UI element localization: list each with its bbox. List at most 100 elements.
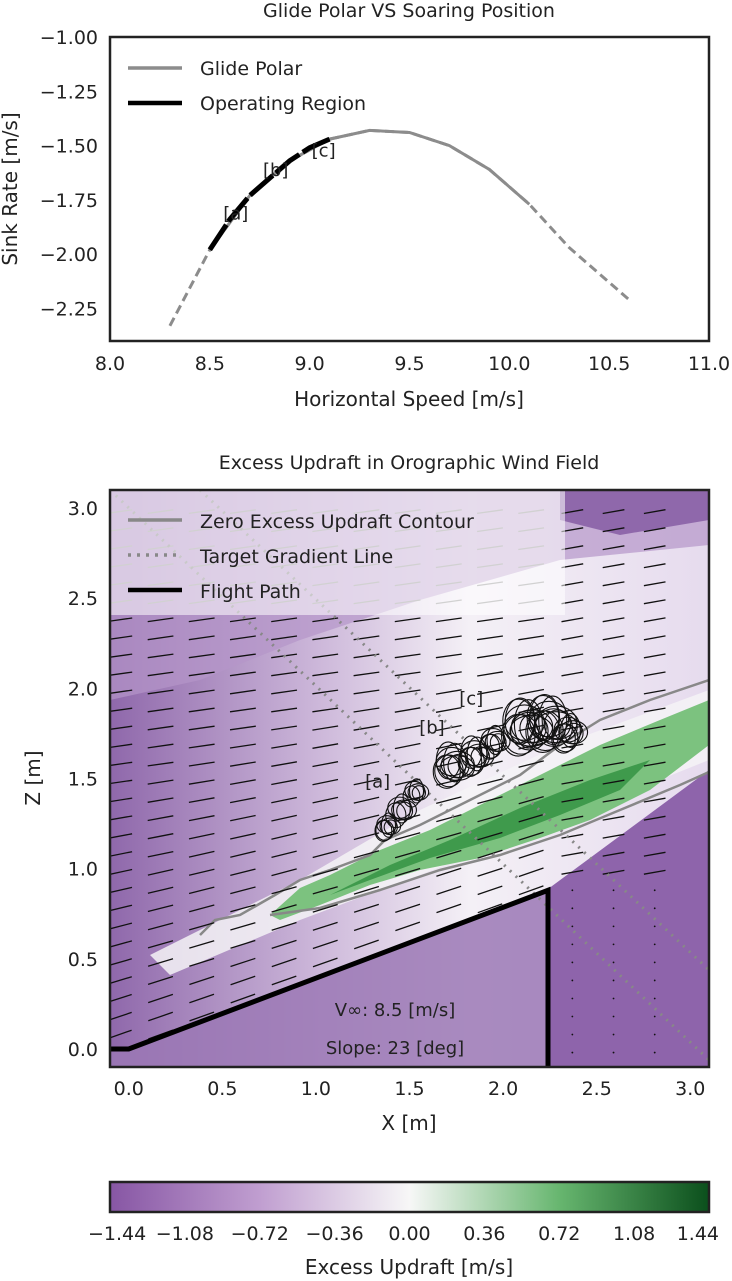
wind-dash bbox=[643, 581, 666, 587]
wind-dash bbox=[312, 761, 339, 768]
colorbar-tick-label: 0.36 bbox=[463, 1223, 505, 1245]
wind-dot bbox=[571, 961, 574, 964]
wind-dash bbox=[561, 833, 584, 839]
colorbar-tick-label: −1.44 bbox=[88, 1223, 146, 1245]
wind-dash bbox=[189, 922, 215, 931]
wind-dash bbox=[312, 617, 339, 623]
wind-dash bbox=[353, 867, 380, 877]
flight-loop bbox=[466, 736, 488, 772]
flight-loop bbox=[552, 723, 579, 753]
wind-dash bbox=[435, 635, 462, 641]
wind-dash bbox=[188, 617, 215, 623]
x-tick-label: 0.0 bbox=[114, 1078, 144, 1100]
y-tick-label: −2.00 bbox=[40, 244, 98, 266]
wind-dash bbox=[230, 957, 256, 968]
wind-dash bbox=[271, 939, 297, 950]
wind-dash bbox=[602, 833, 625, 839]
wind-dash bbox=[436, 885, 462, 896]
wind-dash bbox=[477, 706, 503, 714]
x-tick-label: 1.0 bbox=[301, 1078, 331, 1100]
wind-dash bbox=[477, 796, 503, 805]
wind-dash bbox=[353, 850, 380, 859]
chart-title: Excess Updraft in Orographic Wind Field bbox=[219, 452, 600, 474]
wind-dash bbox=[602, 779, 625, 785]
wind-dash bbox=[147, 689, 174, 695]
colorbar-tick-label: −0.36 bbox=[306, 1223, 364, 1245]
wind-dash bbox=[147, 850, 174, 858]
x-tick-label: 10.0 bbox=[488, 353, 530, 375]
wind-dash bbox=[229, 779, 256, 786]
wind-dash bbox=[643, 563, 666, 569]
wind-dot bbox=[653, 1015, 656, 1018]
wind-dash bbox=[271, 779, 298, 786]
field-lee-region bbox=[548, 770, 709, 1067]
wind-dot bbox=[612, 925, 615, 928]
wind-dash bbox=[312, 939, 338, 950]
hill-profile bbox=[110, 886, 551, 1067]
wind-dash bbox=[518, 617, 545, 623]
wind-dash bbox=[394, 849, 421, 859]
wind-dash bbox=[477, 867, 503, 877]
wind-dash bbox=[353, 921, 380, 932]
wind-dash bbox=[230, 975, 256, 986]
flight-loop bbox=[375, 819, 395, 841]
zero-contour-lower bbox=[269, 770, 709, 917]
wind-dash bbox=[229, 653, 256, 659]
wind-dash bbox=[147, 940, 174, 949]
legend-box bbox=[110, 490, 565, 615]
wind-dash bbox=[477, 831, 503, 841]
x-axis-label: Horizontal Speed [m/s] bbox=[294, 387, 524, 411]
wind-dash bbox=[477, 688, 503, 695]
wind-dash bbox=[561, 545, 584, 551]
wind-dot bbox=[612, 1051, 615, 1054]
wind-dash bbox=[312, 707, 339, 713]
wind-dash bbox=[271, 886, 297, 895]
x-tick-labels: 0.0 0.5 1.0 1.5 2.0 2.5 3.0 bbox=[114, 1078, 706, 1100]
wind-dash bbox=[271, 850, 297, 859]
wind-dash bbox=[147, 815, 174, 822]
wind-dot bbox=[653, 1051, 656, 1054]
wind-dash bbox=[229, 635, 256, 641]
wind-dash bbox=[147, 975, 174, 986]
wind-dash bbox=[229, 743, 256, 749]
wind-dash bbox=[147, 653, 174, 659]
wind-dash bbox=[271, 689, 298, 695]
wind-dash bbox=[435, 724, 462, 732]
wind-dash bbox=[643, 779, 666, 785]
field-upper-right bbox=[560, 490, 709, 535]
wind-dash bbox=[561, 509, 584, 515]
y-tick-label: −2.25 bbox=[40, 298, 98, 320]
wind-dash bbox=[229, 725, 256, 731]
wind-dash bbox=[353, 778, 380, 786]
wind-dash bbox=[518, 635, 545, 641]
wind-dash bbox=[643, 869, 666, 875]
wind-dash bbox=[147, 617, 174, 623]
wind-dash bbox=[312, 635, 339, 641]
y-tick-label: 1.0 bbox=[68, 859, 98, 881]
wind-dash bbox=[643, 851, 666, 857]
wind-dash bbox=[602, 635, 625, 641]
info-speed-text: V∞: 8.5 [m/s] bbox=[335, 1000, 455, 1021]
annotation-group: [a] [b] [c] bbox=[365, 689, 483, 793]
wind-dash bbox=[394, 742, 421, 750]
wind-dash bbox=[188, 653, 215, 659]
chart-title: Glide Polar VS Soaring Position bbox=[263, 0, 555, 22]
wind-dash bbox=[147, 904, 174, 913]
wind-dash bbox=[271, 832, 297, 840]
x-tick-label: 8.0 bbox=[95, 353, 125, 375]
wind-dash bbox=[395, 885, 421, 895]
glide-polar-chart: Glide Polar VS Soaring Position 8.0 8.5 9.… bbox=[0, 0, 730, 411]
wind-dash bbox=[271, 743, 298, 749]
wind-dot bbox=[571, 1051, 574, 1054]
wind-dash bbox=[188, 635, 215, 641]
wind-dash bbox=[477, 813, 503, 823]
wind-dash bbox=[312, 832, 339, 840]
y-tick-label: 0.0 bbox=[68, 1039, 98, 1061]
wind-dash bbox=[353, 903, 379, 913]
wind-dash bbox=[518, 778, 544, 787]
wind-dash bbox=[435, 653, 462, 659]
wind-dash bbox=[643, 761, 666, 767]
wind-dash bbox=[312, 850, 338, 859]
wind-dash bbox=[147, 833, 174, 840]
wind-dash bbox=[271, 957, 297, 968]
